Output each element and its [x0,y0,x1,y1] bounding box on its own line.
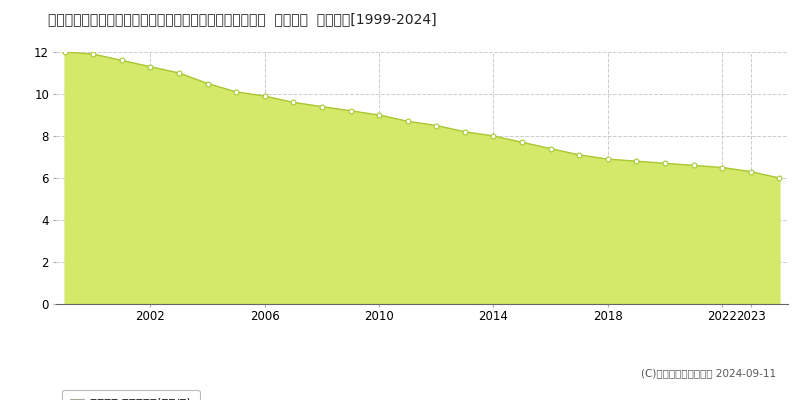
Text: 栃木県芳賀郡市貝町大字赤羽字中新田屋敷付１０４５番７  地価公示  地価推移[1999-2024]: 栃木県芳賀郡市貝町大字赤羽字中新田屋敷付１０４５番７ 地価公示 地価推移[199… [48,12,437,26]
Text: (C)土地価格ドットコム 2024-09-11: (C)土地価格ドットコム 2024-09-11 [641,368,776,378]
Legend: 地価公示 平均坪単価(万円/坪): 地価公示 平均坪単価(万円/坪) [62,390,199,400]
